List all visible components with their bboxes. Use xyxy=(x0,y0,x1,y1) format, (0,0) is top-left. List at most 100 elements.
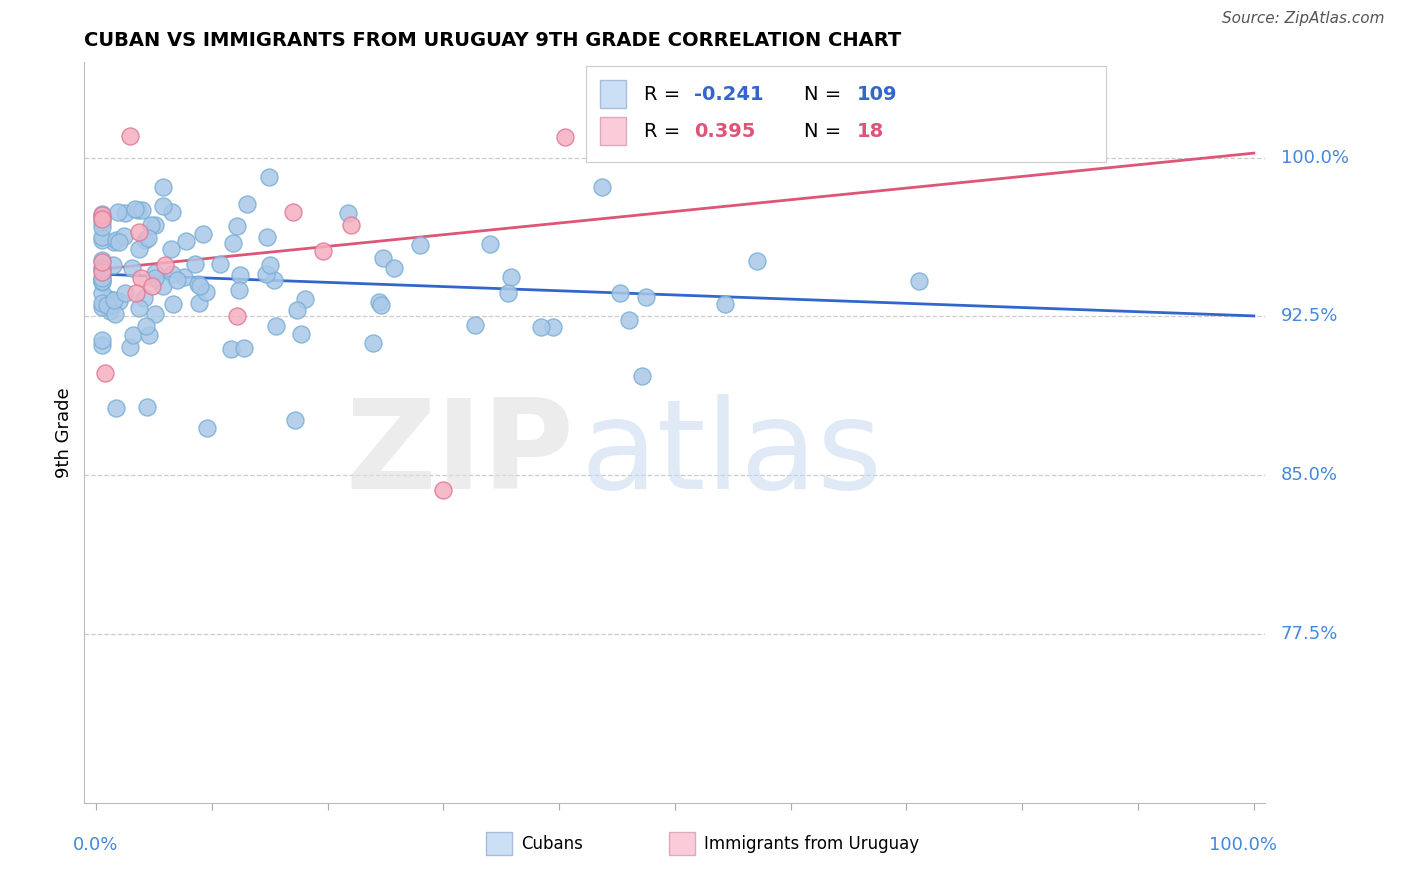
Point xyxy=(361,335,384,350)
Point xyxy=(498,286,520,301)
Text: Immigrants from Uruguay: Immigrants from Uruguay xyxy=(704,835,920,853)
Point xyxy=(129,270,152,285)
Point xyxy=(152,180,174,194)
Point xyxy=(290,327,312,342)
Point xyxy=(284,413,307,427)
Point xyxy=(664,129,686,144)
Point xyxy=(90,338,112,352)
Point xyxy=(90,270,112,285)
Point xyxy=(91,260,114,275)
Point xyxy=(634,290,657,304)
Point xyxy=(166,273,188,287)
Point xyxy=(745,254,768,268)
Point xyxy=(90,262,112,277)
Point xyxy=(114,285,136,300)
Point xyxy=(90,286,112,301)
Point xyxy=(90,270,112,285)
Point xyxy=(132,291,155,305)
Point xyxy=(107,205,129,219)
Point xyxy=(103,258,125,272)
Text: atlas: atlas xyxy=(581,394,883,516)
Text: R =: R = xyxy=(644,85,686,103)
Point xyxy=(136,231,159,245)
Point xyxy=(145,307,167,321)
Point xyxy=(188,278,211,293)
Text: 77.5%: 77.5% xyxy=(1281,624,1339,642)
Point xyxy=(90,301,112,315)
Point xyxy=(294,292,316,306)
Point xyxy=(90,230,112,244)
Text: 0.0%: 0.0% xyxy=(73,836,118,855)
Point xyxy=(107,293,129,308)
FancyBboxPatch shape xyxy=(669,832,695,855)
Text: N =: N = xyxy=(804,122,846,141)
Point xyxy=(619,312,641,326)
Text: ZIP: ZIP xyxy=(346,394,575,516)
Text: Cubans: Cubans xyxy=(522,835,583,853)
Y-axis label: 9th Grade: 9th Grade xyxy=(55,387,73,478)
Point xyxy=(145,266,167,280)
Point xyxy=(281,204,304,219)
Point xyxy=(236,197,259,211)
Point xyxy=(90,265,112,279)
FancyBboxPatch shape xyxy=(600,80,627,108)
Point xyxy=(103,293,125,307)
Point xyxy=(370,298,392,312)
Point xyxy=(90,219,112,234)
Point xyxy=(90,276,112,290)
FancyBboxPatch shape xyxy=(600,117,627,145)
Point xyxy=(128,301,150,315)
Point xyxy=(143,219,166,233)
Point xyxy=(195,285,218,299)
Text: 92.5%: 92.5% xyxy=(1281,307,1339,326)
Point xyxy=(409,238,432,252)
Text: 100.0%: 100.0% xyxy=(1209,836,1277,855)
Text: 18: 18 xyxy=(856,122,884,141)
Point xyxy=(339,219,361,233)
Point xyxy=(90,274,112,288)
Point xyxy=(229,268,252,283)
Text: N =: N = xyxy=(804,85,846,103)
Point xyxy=(382,260,405,275)
Point xyxy=(631,368,654,383)
Text: R =: R = xyxy=(644,122,686,141)
Point xyxy=(233,341,256,355)
Point xyxy=(226,309,249,323)
Point xyxy=(183,257,205,271)
Point xyxy=(152,199,174,213)
Point xyxy=(162,297,184,311)
Text: Source: ZipAtlas.com: Source: ZipAtlas.com xyxy=(1222,11,1385,26)
Point xyxy=(285,302,308,317)
Point xyxy=(135,318,157,333)
Text: -0.241: -0.241 xyxy=(693,85,763,103)
Point xyxy=(908,274,931,288)
Point xyxy=(90,208,112,222)
Point xyxy=(90,334,112,348)
Point xyxy=(90,214,112,228)
Point xyxy=(160,204,183,219)
Text: 109: 109 xyxy=(856,85,897,103)
Text: 85.0%: 85.0% xyxy=(1281,466,1337,484)
Point xyxy=(141,278,163,293)
Point xyxy=(541,319,564,334)
Point xyxy=(432,483,454,497)
Point xyxy=(93,366,115,380)
Point xyxy=(90,233,112,247)
Point xyxy=(143,270,166,285)
Point xyxy=(120,340,142,354)
Point xyxy=(104,401,127,415)
Point xyxy=(530,319,553,334)
Point xyxy=(191,227,214,242)
Point xyxy=(478,237,501,252)
Point xyxy=(160,242,183,256)
Point xyxy=(127,203,149,218)
Point xyxy=(90,212,112,227)
Point xyxy=(90,207,112,221)
Point xyxy=(139,219,162,233)
Point xyxy=(464,318,486,332)
Point xyxy=(266,318,288,333)
FancyBboxPatch shape xyxy=(586,66,1107,162)
Point xyxy=(101,298,124,312)
Point xyxy=(138,327,160,342)
Point xyxy=(153,258,176,272)
